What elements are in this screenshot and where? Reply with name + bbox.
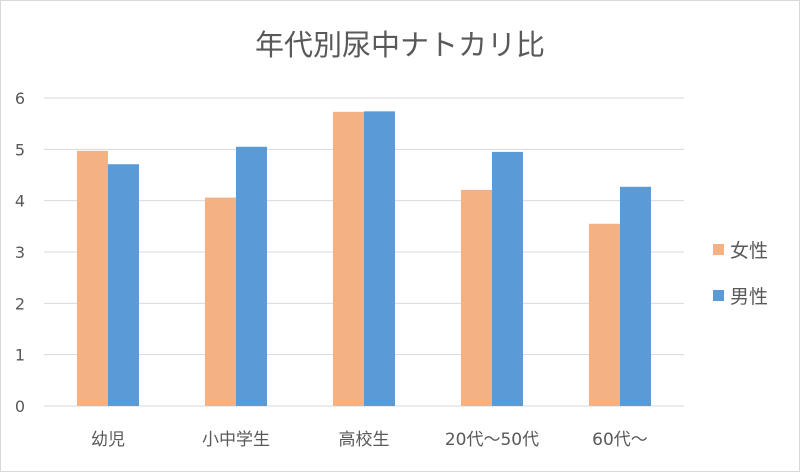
bar-male-3 — [492, 151, 523, 406]
y-tick-label: 5 — [15, 140, 25, 159]
legend-item-female: 女性 — [713, 236, 768, 262]
legend-swatch-male — [713, 289, 724, 301]
legend-item-male: 男性 — [713, 282, 768, 308]
x-tick-label: 60代～ — [592, 430, 648, 450]
y-tick-label: 0 — [15, 397, 25, 416]
y-tick-label: 1 — [15, 346, 25, 365]
x-tick-label: 20代～50代 — [445, 430, 539, 450]
bar-female-1 — [205, 197, 236, 406]
x-axis-tick-labels: 幼児 小中学生 高校生 20代～50代 60代～ — [91, 430, 648, 450]
bar-female-0 — [77, 150, 108, 406]
legend-swatch-female — [713, 243, 724, 255]
y-axis-tick-labels: 0 1 2 3 4 5 6 — [15, 89, 25, 416]
y-tick-label: 2 — [15, 294, 25, 313]
y-tick-label: 4 — [15, 192, 25, 211]
bar-male-2 — [364, 111, 395, 406]
legend-label-female: 女性 — [730, 239, 769, 262]
legend: 女性 男性 — [713, 236, 768, 328]
bar-male-4 — [620, 186, 651, 406]
bar-female-3 — [461, 189, 492, 406]
y-tick-label: 3 — [15, 243, 25, 262]
bars — [77, 111, 651, 407]
x-tick-label: 小中学生 — [202, 430, 270, 450]
y-tick-label: 6 — [15, 89, 25, 108]
legend-label-male: 男性 — [730, 285, 769, 308]
bar-female-4 — [589, 223, 620, 406]
bar-male-0 — [108, 164, 139, 406]
bar-female-2 — [333, 111, 364, 407]
bar-male-1 — [236, 146, 267, 406]
x-tick-label: 幼児 — [91, 430, 125, 450]
chart-title: 年代別尿中ナトカリ比 — [254, 28, 545, 62]
x-tick-label: 高校生 — [339, 430, 390, 450]
